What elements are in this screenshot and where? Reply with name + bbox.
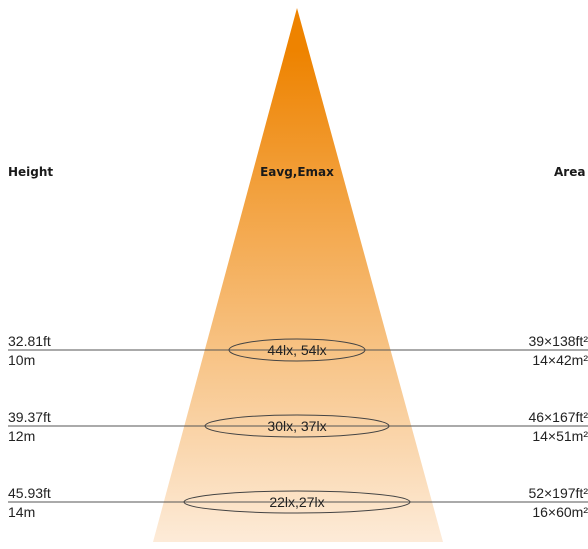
area-m: 16×60m² [532,504,588,520]
area-ft: 39×138ft² [528,333,588,349]
row-12m: 30lx, 37lx 39.37ft 12m 46×167ft² 14×51m² [8,409,588,444]
illuminance-header: Eavg,Emax [260,165,334,179]
height-m: 12m [8,428,35,444]
illuminance-value: 22lx,27lx [269,494,324,510]
area-m: 14×51m² [532,428,588,444]
area-m: 14×42m² [532,352,588,368]
illuminance-oval [204,414,390,438]
row-10m: 44lx, 54lx 32.81ft 10m 39×138ft² 14×42m² [8,333,588,368]
row-14m: 22lx,27lx 45.93ft 14m 52×197ft² 16×60m² [8,485,588,520]
height-ft: 39.37ft [8,409,51,425]
area-header: Area [554,165,585,179]
light-cone [153,8,443,542]
illuminance-oval [228,338,366,362]
illuminance-oval [183,490,411,514]
height-ft: 32.81ft [8,333,51,349]
height-m: 10m [8,352,35,368]
height-header: Height [8,165,53,179]
illuminance-value: 44lx, 54lx [267,342,326,358]
illuminance-value: 30lx, 37lx [267,418,326,434]
area-ft: 46×167ft² [528,409,588,425]
height-ft: 45.93ft [8,485,51,501]
area-ft: 52×197ft² [528,485,588,501]
height-m: 14m [8,504,35,520]
